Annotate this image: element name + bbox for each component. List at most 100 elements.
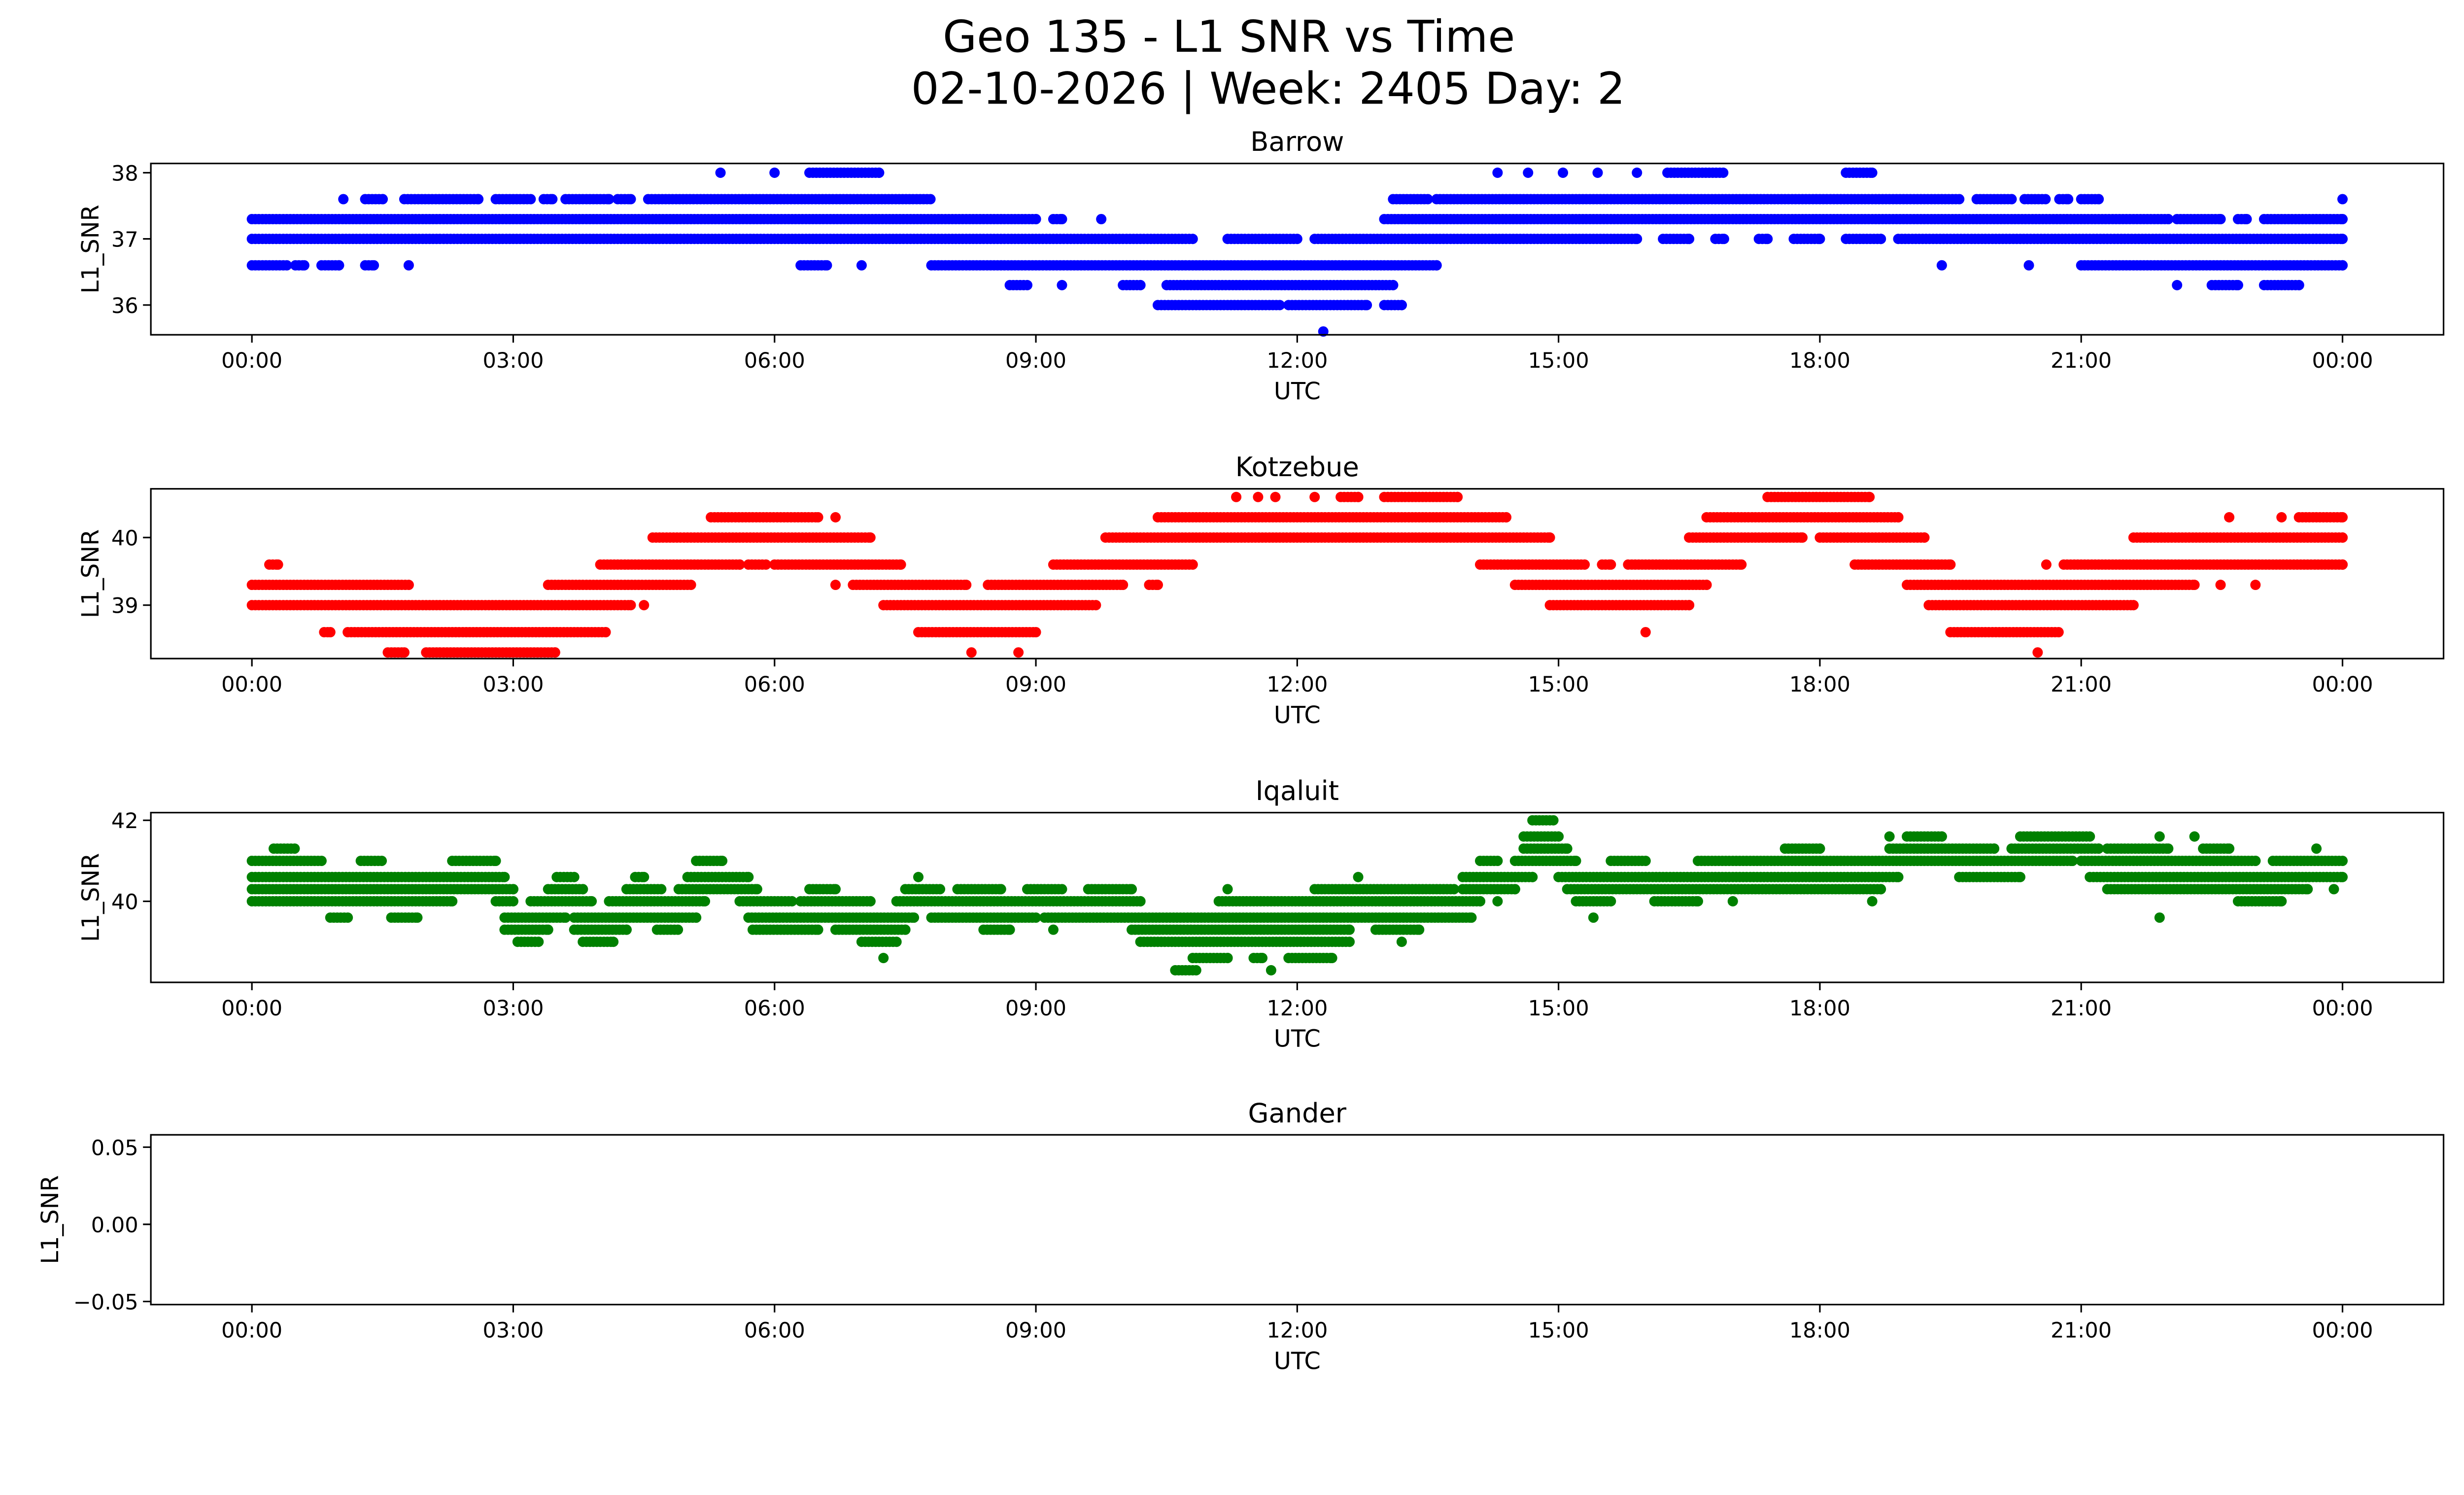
data-point [895,559,906,570]
data-point [1135,279,1146,290]
data-point [1388,279,1399,290]
data-point [273,559,283,570]
data-point [1684,234,1695,244]
data-point [2276,512,2287,522]
data-point [1718,167,1729,178]
data-point [2241,213,2252,225]
data-point [1509,884,1520,895]
data-point [1127,884,1137,895]
data-point [1553,831,1564,842]
data-point [586,896,597,906]
data-point [1876,234,1886,244]
x-tick-label: 00:00 [221,672,282,697]
data-point [1632,167,1643,178]
data-point [2337,512,2348,522]
data-point [525,194,536,205]
data-point [656,884,667,895]
data-point [1309,491,1320,502]
data-point [934,884,946,895]
data-point [2337,855,2348,867]
data-point [2189,831,2200,842]
data-point [2063,194,2074,205]
data-point [1523,167,1534,178]
data-point [338,194,349,205]
data-point [403,580,414,591]
data-point [447,896,458,906]
axes-frame [150,163,2445,336]
data-point [1640,855,1651,867]
data-point [403,260,414,271]
data-point [1864,491,1875,502]
data-point [2337,871,2348,882]
data-point [600,626,611,638]
data-point [1492,855,1503,867]
data-point [316,855,327,867]
data-point [1492,167,1503,178]
data-point [377,194,388,205]
data-point [2311,843,2322,854]
data-point [1057,213,1067,225]
data-point [1884,831,1895,842]
data-point [1022,279,1033,290]
data-point [1701,580,1712,591]
data-point [830,884,841,895]
data-point [547,194,558,205]
data-point [734,559,745,570]
data-point [813,512,823,522]
x-tick-label: 15:00 [1528,672,1589,697]
data-point [2053,626,2064,638]
data-point [1893,512,1904,522]
x-tick-label: 00:00 [2312,348,2373,373]
data-point [1558,167,1569,178]
data-point [369,260,379,271]
data-point [2250,855,2261,867]
data-point [2040,194,2051,205]
x-tick-label: 12:00 [1266,672,1328,697]
data-point [2032,647,2043,658]
data-point [569,871,580,882]
subplot-title: Kotzebue [1235,452,1359,483]
data-point [1431,260,1442,271]
data-point [1632,234,1643,244]
x-tick-label: 00:00 [2312,672,2373,697]
data-point [2154,831,2165,842]
x-tick-label: 21:00 [2051,348,2112,373]
data-point [399,647,410,658]
data-point [1292,234,1302,244]
data-point [856,260,867,271]
data-point [1718,234,1729,244]
data-point [925,194,936,205]
data-point [1353,491,1364,502]
data-point [508,884,518,895]
data-point [325,626,336,638]
x-tick-label: 15:00 [1528,348,1589,373]
data-point [1814,234,1825,244]
figure-title-line1: Geo 135 - L1 SNR vs Time [943,11,1515,63]
subplot-title: Barrow [1250,126,1344,157]
data-point [1270,491,1281,502]
data-point [2224,843,2235,854]
data-point [830,512,841,522]
data-point [865,896,876,906]
data-point [1945,559,1956,570]
data-point [2337,559,2348,570]
x-tick-label: 21:00 [2051,672,2112,697]
data-point [1030,626,1041,638]
data-point [1057,279,1067,290]
y-tick-label: 39 [111,594,138,619]
data-point [2293,279,2304,290]
data-point [1684,600,1695,611]
data-point [604,194,615,205]
x-tick-label: 09:00 [1005,348,1066,373]
data-point [1013,647,1024,658]
data-point [2337,260,2348,271]
data-point [1893,871,1904,882]
data-point [685,580,696,591]
data-point [639,600,650,611]
data-point [961,580,972,591]
data-point [376,855,387,867]
data-point [1562,843,1573,854]
